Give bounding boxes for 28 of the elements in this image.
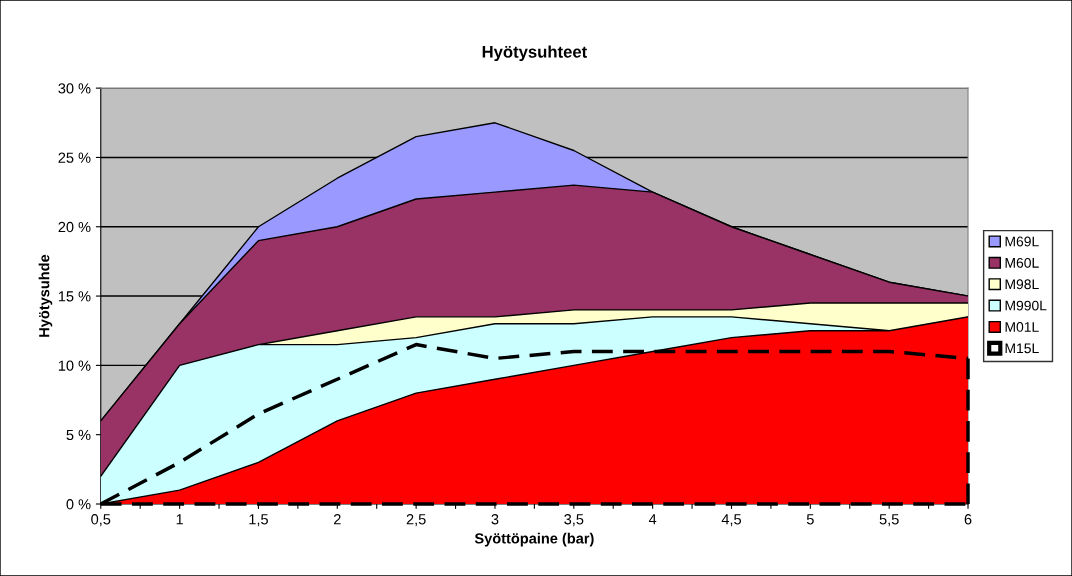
legend-label: M60L (1005, 257, 1039, 268)
legend-label: M01L (1005, 322, 1039, 332)
x-tick-label: 1 (176, 514, 183, 525)
y-axis-title: Hyötysuhde (38, 254, 53, 337)
x-axis-title: Syöttöpaine (bar) (474, 532, 594, 547)
y-tick-label: 20 % (58, 221, 91, 233)
y-tick-label: 15 % (58, 291, 91, 302)
x-tick-label: 3 (491, 514, 499, 525)
x-tick-label: 6 (964, 514, 972, 525)
y-tick-label: 25 % (58, 152, 91, 163)
x-tick-label: 2 (333, 514, 341, 525)
x-tick-label: 5,5 (879, 514, 899, 527)
y-tick-label: 30 % (58, 83, 91, 94)
x-tick-label: 2,5 (406, 514, 426, 527)
legend-label: M15L (1005, 343, 1039, 354)
y-tick-label: 0 % (66, 499, 91, 510)
legend-label: M98L (1005, 279, 1039, 290)
x-tick-label: 0,5 (91, 514, 111, 527)
chart-title: Hyötysuhteet (482, 45, 587, 62)
x-tick-label: 3,5 (564, 514, 584, 527)
x-tick-label: 1,5 (249, 514, 268, 527)
x-tick-label: 4,5 (721, 514, 742, 527)
y-tick-label: 10 % (58, 360, 91, 371)
x-tick-label: 5 (806, 514, 814, 525)
legend-label: M990L (1005, 300, 1047, 311)
legend-label: M69L (1005, 236, 1039, 247)
x-tick-label: 4 (648, 514, 657, 525)
y-tick-label: 5 % (66, 429, 91, 441)
